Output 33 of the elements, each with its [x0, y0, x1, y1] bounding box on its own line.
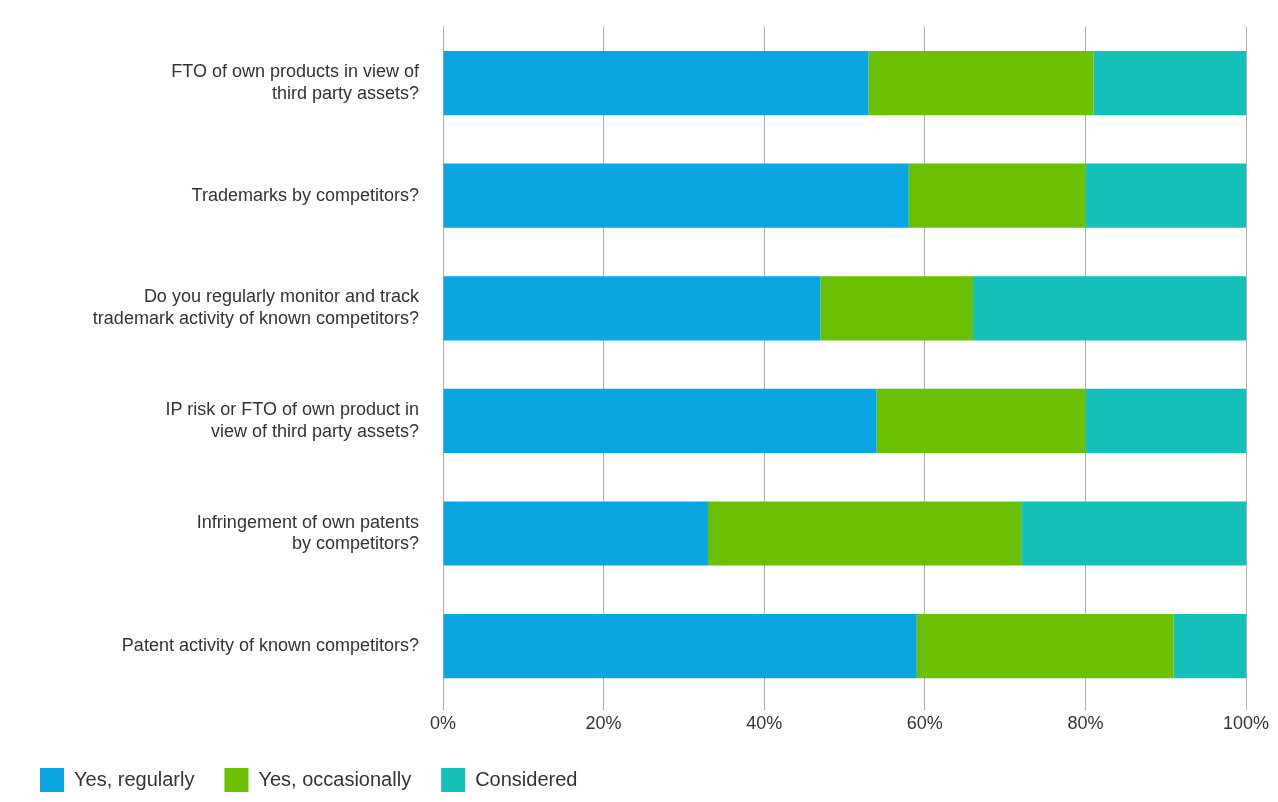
bar — [972, 276, 1246, 341]
bar — [443, 388, 877, 453]
bar — [1021, 501, 1246, 566]
x-tick-label: 100% — [1222, 713, 1270, 734]
bar — [1093, 51, 1246, 116]
x-tick-label: 20% — [585, 713, 622, 734]
x-tick-label: 80% — [1067, 713, 1104, 734]
y-tick-label: Patent activity of known competitors? — [121, 635, 419, 656]
bar — [1085, 388, 1246, 453]
x-tick-label: 0% — [429, 713, 457, 734]
y-tick-label: IP risk or FTO of own product in view of third party assets? — [165, 399, 419, 441]
bar — [1085, 163, 1246, 228]
y-tick-label: Infringement of own patents by competitors? — [196, 511, 419, 554]
bar — [707, 501, 1022, 566]
bar — [443, 163, 909, 228]
bar — [443, 276, 821, 341]
bar — [916, 614, 1174, 679]
x-tick-label: 60% — [906, 713, 943, 734]
bar — [908, 163, 1086, 228]
y-tick-label: Do you regularly monitor and track trademark activity of known competitors? — [92, 286, 420, 329]
bar — [820, 276, 973, 341]
y-tick-label: Trademarks by competitors? — [191, 184, 419, 205]
bar — [876, 388, 1086, 453]
y-tick-label: FTO of own products in view of third party assets? — [171, 61, 420, 103]
bar — [443, 51, 869, 116]
bar — [868, 51, 1094, 116]
bar — [443, 501, 708, 566]
bar — [1173, 614, 1246, 679]
legend-label: Yes, regularly — [74, 767, 195, 790]
legend-label: Yes, occasionally — [258, 767, 412, 790]
bar — [443, 614, 917, 679]
legend-label: Considered — [475, 767, 578, 790]
x-tick-label: 40% — [746, 713, 783, 734]
